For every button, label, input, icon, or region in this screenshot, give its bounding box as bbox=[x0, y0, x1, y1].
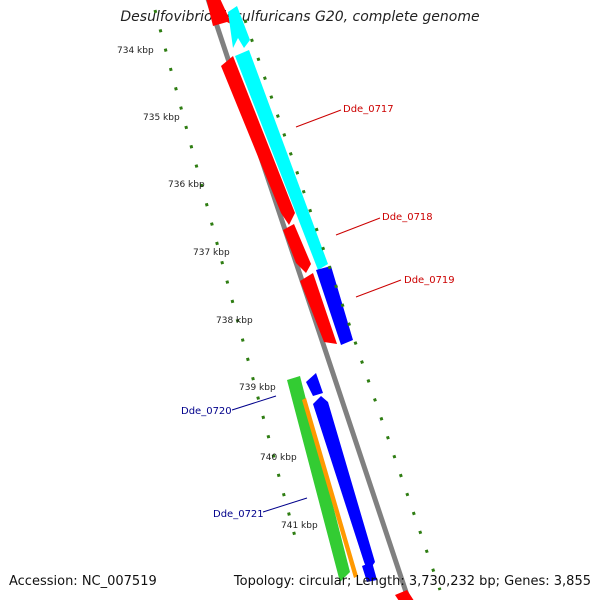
gene-label-dde-0718[interactable]: Dde_0718 bbox=[382, 212, 433, 223]
green-orange-track bbox=[287, 376, 358, 582]
callout-line-dde-0719 bbox=[355, 279, 402, 298]
orange-feature[interactable] bbox=[302, 398, 358, 578]
blue-feature-arrow[interactable] bbox=[306, 373, 323, 396]
ruler-label: 740 kbp bbox=[260, 453, 297, 463]
accession-label: Accession: NC_007519 bbox=[9, 574, 157, 589]
callout-line-dde-0717 bbox=[295, 109, 342, 128]
ruler-labels: 734 kbp 735 kbp 736 kbp 737 kbp 738 kbp … bbox=[117, 46, 318, 531]
blue-feature-upper[interactable] bbox=[316, 266, 353, 345]
gene-labels: Dde_0717 Dde_0718 Dde_0719 Dde_0720 Dde_… bbox=[181, 104, 455, 520]
ruler-label: 734 kbp bbox=[117, 46, 154, 56]
red-cds-bottom[interactable] bbox=[395, 590, 420, 600]
callout-line-dde-0718 bbox=[335, 217, 381, 236]
cyan-feature-top[interactable] bbox=[228, 6, 250, 48]
gene-label-dde-0720[interactable]: Dde_0720 bbox=[181, 406, 232, 417]
blue-feature-tail[interactable] bbox=[362, 562, 377, 582]
red-cds-dde-0718[interactable] bbox=[283, 224, 311, 273]
cyan-track bbox=[228, 6, 328, 270]
callout-line-dde-0721 bbox=[262, 497, 308, 513]
genome-summary: Topology: circular; Length: 3,730,232 bp… bbox=[233, 574, 591, 589]
outer-tick-ruler bbox=[243, 19, 442, 591]
ruler-label: 737 kbp bbox=[193, 248, 230, 258]
callouts bbox=[231, 109, 402, 513]
gene-label-dde-0717[interactable]: Dde_0717 bbox=[343, 104, 394, 115]
red-cds-track bbox=[206, 0, 420, 600]
blue-track bbox=[306, 266, 377, 582]
ruler-label: 736 kbp bbox=[168, 180, 205, 190]
ruler-label: 738 kbp bbox=[216, 316, 253, 326]
ruler-label: 735 kbp bbox=[143, 113, 180, 123]
gene-label-dde-0721[interactable]: Dde_0721 bbox=[213, 509, 264, 520]
inner-tick-ruler bbox=[153, 9, 300, 549]
gene-label-dde-0719[interactable]: Dde_0719 bbox=[404, 275, 455, 286]
callout-line-dde-0720 bbox=[231, 395, 277, 411]
red-cds-dde-0719[interactable] bbox=[300, 273, 337, 344]
ruler-label: 739 kbp bbox=[239, 383, 276, 393]
ruler-label: 741 kbp bbox=[281, 521, 318, 531]
cyan-feature-main[interactable] bbox=[235, 50, 328, 270]
green-feature[interactable] bbox=[287, 376, 350, 582]
blue-feature-lower[interactable] bbox=[313, 396, 375, 572]
red-cds-dde-0717[interactable] bbox=[221, 56, 295, 225]
